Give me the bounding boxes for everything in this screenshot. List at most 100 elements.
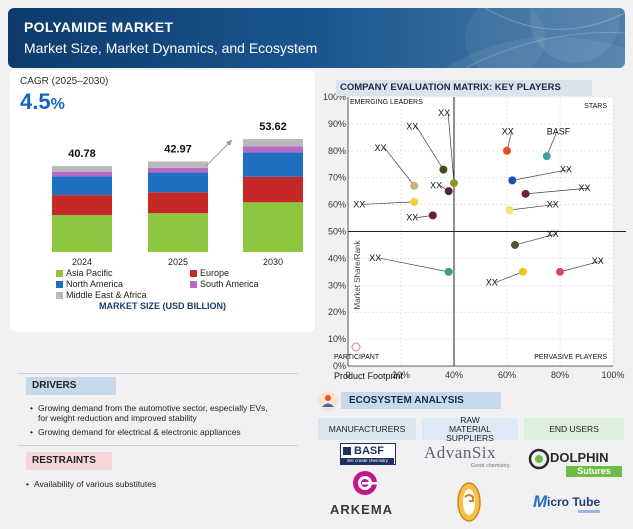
company-point [439, 165, 448, 174]
quadrant-label: PERVASIVE PLAYERS [534, 354, 607, 361]
dolphin-text: DOLPHIN [550, 450, 609, 465]
market-size-chart: 40.78 2024 42.97 2025 53.62 2030 [52, 121, 303, 267]
legend-swatch [190, 270, 197, 278]
drivers-label: DRIVERS [26, 377, 116, 395]
matrix-y-tick-label: 10% [328, 334, 346, 344]
dolphin-icon [528, 448, 550, 470]
company-label: BASF [547, 127, 571, 137]
matrix-title: COMPANY EVALUATION MATRIX: KEY PLAYERS [336, 80, 592, 96]
matrix-y-tick-label: 90% [328, 119, 346, 129]
legend-label: North America [66, 279, 124, 289]
quadrant-label: EMERGING LEADERS [350, 99, 423, 106]
microtube-m: M [533, 492, 548, 511]
bar-segment [243, 139, 303, 147]
dolphin-sutures-logo: DOLPHIN Sutures [528, 448, 624, 482]
header-banner: POLYAMIDE MARKET Market Size, Market Dyn… [8, 8, 625, 68]
point-leader-line [495, 271, 524, 283]
matrix-x-tick-label: 0 [345, 370, 350, 380]
point-leader-line [525, 187, 589, 195]
legend-swatch [56, 270, 63, 278]
company-label: XX [438, 108, 450, 118]
microtube-text: icro Tube [547, 495, 601, 509]
company-point [444, 267, 453, 276]
company-label: XX [560, 164, 572, 174]
matrix-y-tick-label: 20% [328, 307, 346, 317]
restraint-item: Availability of various substitutes [26, 479, 266, 489]
matrix-x-tick-label: 100% [601, 370, 624, 380]
ecosystem-title: ECOSYSTEM ANALYSIS [341, 392, 501, 409]
company-label: XX [406, 213, 418, 223]
growth-arrowhead [226, 140, 232, 146]
matrix-y-tick-label: 100% [323, 92, 346, 102]
cagr-unit: % [50, 96, 65, 113]
point-leader-line [384, 147, 415, 186]
matrix-y-tick-label: 60% [328, 200, 346, 210]
legend-swatch [56, 292, 63, 300]
divider [18, 373, 298, 374]
company-point [450, 179, 458, 188]
legend-item-asia-pacific: Asia Pacific [56, 268, 113, 278]
matrix-x-axis-label: Product Footprint [334, 371, 404, 381]
company-label: XX [502, 127, 514, 137]
microtube-underline [578, 510, 600, 513]
point-leader-line [514, 233, 557, 246]
cagr-value: 4.5% [20, 89, 65, 115]
restraints-list: Availability of various substitutes [26, 479, 266, 493]
matrix-x-tick-label: 40% [445, 370, 463, 380]
microtube-logo: M icro Tube [533, 492, 623, 516]
market-size-card: CAGR (2025–2030) 4.5% 40.78 2024 42.97 2025… [10, 70, 315, 332]
ecosystem-col-end-users: END USERS [524, 418, 624, 440]
ecosystem-icon [318, 391, 338, 411]
arkema-mark [353, 471, 378, 495]
ecosystem-col-raw-label: RAW MATERIAL SUPPLIERS [446, 414, 494, 443]
company-label: XX [369, 253, 381, 263]
ecosystem-col-raw-material: RAW MATERIAL SUPPLIERS [422, 414, 518, 443]
supplier-emblem-logo [457, 482, 481, 522]
bar-total-label: 53.62 [259, 121, 287, 133]
legend-item-europe: Europe [190, 268, 229, 278]
point-leader-line [416, 126, 444, 170]
ecosystem-col-manufacturers: MANUFACTURERS [318, 418, 416, 440]
basf-tag: We create chemistry [341, 458, 394, 464]
cagr-label: CAGR (2025–2030) [20, 76, 109, 87]
quadrant-label: STARS [584, 103, 607, 110]
matrix-y-tick-label: 30% [328, 280, 346, 290]
matrix-y-tick-label: 80% [328, 146, 346, 156]
legend-item-north-america: North America [56, 279, 123, 289]
drivers-list: Growing demand from the automotive secto… [30, 403, 270, 441]
advansix-tag: Good chemistry. [471, 463, 511, 469]
point-leader-line [512, 168, 571, 181]
header-decoration [445, 8, 625, 68]
growth-arrow [205, 139, 233, 167]
basf-logo: BASF We create chemistry [340, 443, 396, 465]
legend-label: Asia Pacific [66, 268, 113, 278]
company-label: XX [547, 199, 559, 209]
company-label: XX [375, 143, 387, 153]
legend-item-south-america: South America [190, 279, 259, 289]
company-point [508, 176, 517, 185]
bar-segment [52, 215, 112, 252]
page-title: POLYAMIDE MARKET [24, 19, 174, 35]
company-point [521, 189, 530, 198]
basf-text: BASF [354, 445, 384, 457]
legend-label: South America [200, 279, 259, 289]
company-point [556, 267, 564, 276]
company-label: XX [430, 180, 442, 190]
bar-segment [52, 166, 112, 172]
bar-segment [52, 195, 112, 216]
company-label: XX [592, 256, 604, 266]
company-point [503, 146, 511, 155]
bar-segment [243, 202, 303, 252]
company-label: XX [406, 121, 418, 131]
basf-mark [343, 447, 351, 455]
company-point [505, 205, 514, 214]
driver-item: Growing demand from the automotive secto… [30, 403, 270, 423]
point-leader-line [559, 260, 602, 273]
point-leader-line [546, 131, 558, 157]
company-point [518, 267, 527, 276]
arkema-logo: ARKEMA [330, 470, 410, 518]
company-label: XX [486, 277, 498, 287]
advansix-logo: AdvanSix Good chemistry. [424, 443, 514, 473]
matrix-y-axis-label: Market Share/Rank [353, 240, 362, 310]
